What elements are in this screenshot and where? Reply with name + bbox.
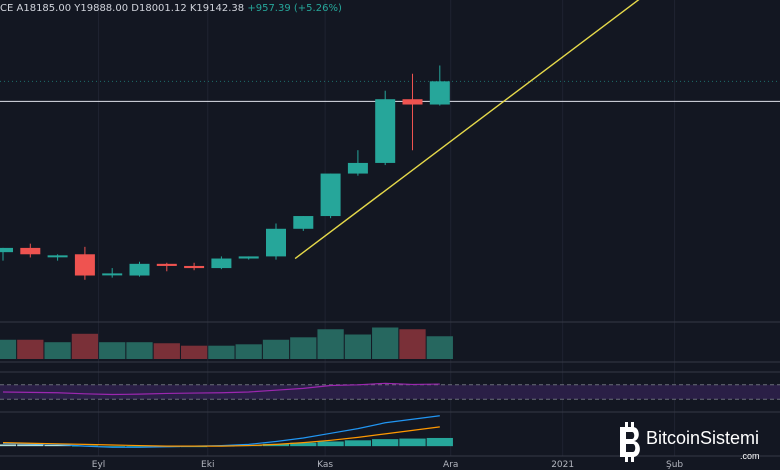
- trendline-layer: [294, 0, 640, 260]
- volume-bar-10: [262, 339, 290, 359]
- open-value: A18185.00: [16, 3, 72, 14]
- brand-watermark: BitcoinSistemi .com: [616, 420, 776, 466]
- volume-bar-6: [153, 343, 180, 359]
- candle-body-8: [211, 258, 232, 269]
- candle-body-7: [184, 265, 205, 269]
- volume-bar-5: [126, 342, 153, 359]
- volume-bar-4: [99, 342, 126, 359]
- volume-bar-15: [399, 329, 426, 359]
- macd-hist-bar-14: [372, 439, 399, 447]
- brand-name: BitcoinSistemi: [646, 428, 760, 448]
- volume-bar-7: [180, 345, 208, 359]
- candle-body-12: [320, 173, 341, 217]
- macd-hist-bar-4: [99, 446, 126, 448]
- volume-bar-3: [71, 333, 99, 359]
- x-tick-label-2: Kas: [317, 460, 333, 470]
- candle-body-3: [74, 254, 95, 276]
- x-tick-label-4: 2021: [551, 460, 574, 470]
- volume-bar-13: [344, 334, 372, 359]
- low-value: D18001.12: [131, 3, 187, 14]
- macd-hist-bar-15: [399, 438, 426, 447]
- macd-hist-bar-12: [317, 441, 344, 447]
- macd-hist-bar-0: [0, 444, 17, 447]
- candle-body-15: [402, 99, 423, 105]
- candle-body-5: [129, 263, 150, 276]
- volume-bar-9: [235, 344, 262, 359]
- volume-bar-1: [17, 339, 44, 359]
- macd-pane: [0, 415, 453, 448]
- rsi-band: [0, 384, 780, 400]
- x-tick-label-0: Eyl: [92, 460, 106, 470]
- candle-body-14: [375, 99, 396, 163]
- brand-suffix: .com: [740, 451, 760, 461]
- candle-body-9: [238, 256, 259, 259]
- candle-body-4: [102, 273, 123, 276]
- signal-line: [2, 426, 440, 447]
- ohlc-header: CE A18185.00 Y19888.00 D18001.12 K19142.…: [0, 3, 342, 14]
- macd-hist-bar-1: [17, 444, 44, 447]
- candle-body-16: [429, 81, 450, 105]
- volume-bar-16: [426, 336, 453, 359]
- candle-body-10: [266, 228, 286, 257]
- volume-bar-12: [317, 329, 344, 359]
- x-tick-label-3: Ara: [443, 460, 458, 470]
- rsi-line: [2, 382, 440, 396]
- candles-layer: [0, 65, 450, 280]
- rsi-pane: [0, 382, 780, 400]
- volume-bar-0: [0, 339, 17, 359]
- x-tick-label-5: Şub: [666, 460, 683, 470]
- pane-separators: [0, 321, 780, 457]
- volume-bar-14: [372, 327, 399, 359]
- macd-hist-bar-2: [44, 444, 71, 447]
- x-tick-label-1: Eki: [201, 460, 214, 470]
- close-value: K19142.38: [189, 3, 245, 14]
- volume-bar-2: [44, 342, 71, 359]
- bitcoin-icon: [620, 422, 640, 462]
- candle-body-6: [156, 263, 177, 266]
- candle-body-1: [20, 247, 41, 255]
- volume-bar-11: [290, 337, 317, 359]
- candle-body-0: [0, 247, 13, 253]
- candle-body-11: [293, 216, 314, 229]
- volume-bar-8: [208, 345, 235, 359]
- macd-hist-bar-13: [344, 440, 372, 447]
- volume-pane: [0, 327, 453, 359]
- macd-hist-bar-16: [426, 437, 453, 447]
- high-value: Y19888.00: [74, 3, 129, 14]
- candle-body-2: [47, 255, 68, 258]
- macd-hist-bar-5: [126, 446, 153, 448]
- change-value: +957.39 (+5.26%): [247, 3, 342, 14]
- x-axis: Eyl Eki Kas Ara 2021 Şub: [92, 460, 684, 470]
- trendline: [294, 0, 640, 260]
- candle-body-13: [347, 162, 368, 174]
- grid: [98, 0, 676, 456]
- macd-hist-bar-11: [290, 442, 317, 447]
- symbol-fragment: CE: [0, 3, 14, 14]
